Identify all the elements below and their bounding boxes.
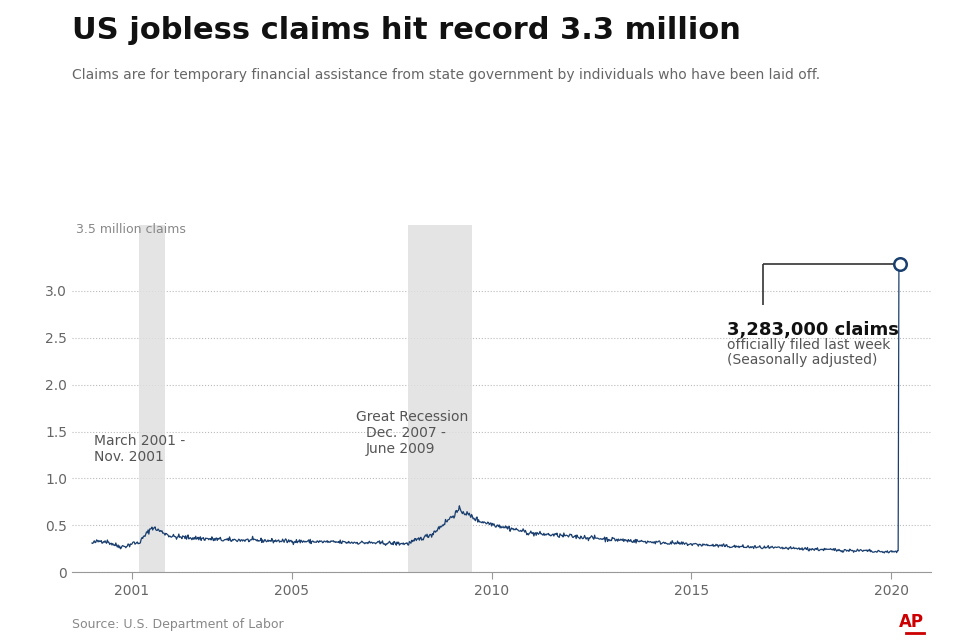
Text: (Seasonally adjusted): (Seasonally adjusted): [728, 352, 877, 367]
Text: US jobless claims hit record 3.3 million: US jobless claims hit record 3.3 million: [72, 16, 741, 45]
Bar: [139, 225, 165, 572]
Bar: [409, 225, 471, 572]
Text: AP: AP: [899, 613, 924, 631]
Text: Nov. 2001: Nov. 2001: [94, 450, 164, 464]
Text: Dec. 2007 -: Dec. 2007 -: [366, 426, 445, 440]
Text: Great Recession: Great Recession: [356, 410, 468, 424]
Text: 3.5 million claims: 3.5 million claims: [76, 223, 186, 237]
Text: March 2001 -: March 2001 -: [94, 434, 185, 448]
Text: officially filed last week: officially filed last week: [728, 338, 891, 352]
Text: Claims are for temporary financial assistance from state government by individua: Claims are for temporary financial assis…: [72, 68, 820, 82]
Text: Source: U.S. Department of Labor: Source: U.S. Department of Labor: [72, 619, 283, 631]
Text: June 2009: June 2009: [366, 442, 435, 456]
Text: 3,283,000 claims: 3,283,000 claims: [728, 321, 900, 339]
